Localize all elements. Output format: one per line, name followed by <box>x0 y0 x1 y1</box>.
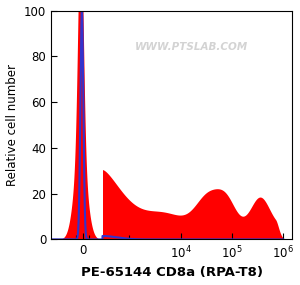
X-axis label: PE-65144 CD8a (RPA-T8): PE-65144 CD8a (RPA-T8) <box>81 266 263 280</box>
Y-axis label: Relative cell number: Relative cell number <box>6 64 19 186</box>
Text: WWW.PTSLAB.COM: WWW.PTSLAB.COM <box>134 42 248 52</box>
